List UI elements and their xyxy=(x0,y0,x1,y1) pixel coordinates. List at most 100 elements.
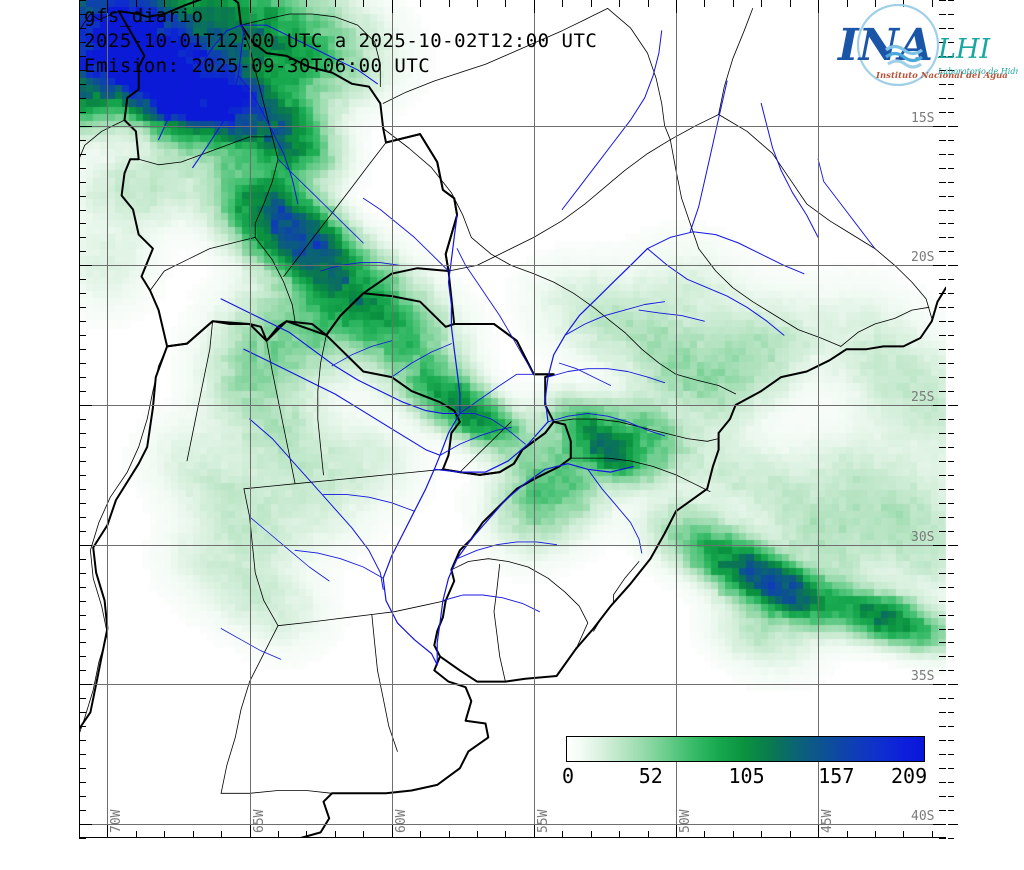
logo-lab-name: Laboratorio de Hidrologia xyxy=(937,67,1018,76)
tick-right xyxy=(939,112,946,113)
tick-left xyxy=(79,824,92,825)
river-salado xyxy=(249,418,384,590)
tick-right xyxy=(939,210,946,211)
tick-top xyxy=(335,0,336,7)
tick-left xyxy=(79,154,86,155)
tick-bottom xyxy=(164,831,165,838)
tick-right xyxy=(939,642,946,643)
border-paraguay xyxy=(325,292,555,476)
tick-bottom xyxy=(591,831,592,838)
tick-right xyxy=(939,223,946,224)
gridline-lat xyxy=(79,544,946,546)
tick-left xyxy=(79,210,86,211)
tick-right-outer xyxy=(948,810,954,811)
tick-bottom xyxy=(562,831,563,838)
tick-bottom xyxy=(847,831,848,838)
tick-right-outer xyxy=(948,321,954,322)
gridline-lon xyxy=(818,0,820,838)
precipitation-raster xyxy=(79,0,946,838)
logo-lab-acronym: LHI xyxy=(937,34,991,65)
tick-right-outer xyxy=(948,140,954,141)
colorbar-tick-label: 209 xyxy=(891,764,928,788)
tick-right-outer xyxy=(948,182,954,183)
colorbar-tick-label: 105 xyxy=(728,764,765,788)
tick-left xyxy=(79,810,86,811)
tick-left xyxy=(79,587,86,588)
tick-top xyxy=(420,0,421,7)
border-ar-rionegro xyxy=(220,790,333,794)
tick-left xyxy=(79,28,86,29)
tick-right xyxy=(939,84,946,85)
tick-top xyxy=(619,0,620,7)
tick-right-outer xyxy=(948,712,954,713)
border-sp-pr xyxy=(624,332,736,395)
gridline-lon xyxy=(391,0,393,838)
latitude-label: 25S xyxy=(911,390,935,406)
latitude-label: 30S xyxy=(911,529,935,545)
tick-left xyxy=(79,754,86,755)
tick-top xyxy=(903,0,904,7)
coastline-argentina xyxy=(299,655,490,838)
border-ar-buenosaires xyxy=(371,614,398,752)
tick-right xyxy=(939,321,946,322)
gridline-lon xyxy=(675,0,677,838)
gridline-lon xyxy=(533,0,535,838)
longitude-label: 70W xyxy=(109,809,125,833)
river-ibicui xyxy=(456,541,558,560)
tick-right-outer xyxy=(948,293,954,294)
gridline-lat xyxy=(79,684,946,686)
river-tiete xyxy=(647,248,785,336)
river-grande-bo xyxy=(237,74,299,205)
border-ar-jujuy xyxy=(186,320,213,462)
river-mamore xyxy=(192,24,245,169)
tick-bottom xyxy=(335,831,336,838)
tick-right-outer xyxy=(948,419,954,420)
river-parana-trib-n xyxy=(459,412,526,445)
tick-left xyxy=(79,84,86,85)
river-ivai xyxy=(547,368,666,384)
tick-right xyxy=(939,98,946,99)
tick-right xyxy=(933,684,946,685)
tick-left xyxy=(79,405,92,406)
tick-right-outer xyxy=(948,56,954,57)
tick-bottom xyxy=(619,831,620,838)
tick-right xyxy=(939,391,946,392)
border-ar-santafe xyxy=(277,600,447,627)
tick-right xyxy=(939,433,946,434)
tick-right-outer xyxy=(948,154,954,155)
tick-right-outer xyxy=(948,447,954,448)
river-bermejo xyxy=(243,348,441,456)
header-text-block: gfs_diario 2025-10-01T12:00 UTC a 2025-1… xyxy=(84,4,597,79)
tick-top xyxy=(790,0,791,7)
tick-right xyxy=(939,740,946,741)
river-iguazu xyxy=(547,412,666,437)
tick-right xyxy=(939,140,946,141)
gridline-lat xyxy=(79,125,946,127)
tick-bottom xyxy=(534,825,535,838)
tick-left xyxy=(79,573,86,574)
tick-right-outer xyxy=(948,573,954,574)
tick-right xyxy=(939,796,946,797)
tick-right-outer xyxy=(948,615,954,616)
tick-right-outer xyxy=(948,642,954,643)
tick-bottom xyxy=(477,831,478,838)
tick-right xyxy=(939,587,946,588)
border-pr-sc xyxy=(553,418,719,442)
tick-left xyxy=(79,629,86,630)
border-rj-mg xyxy=(840,306,930,347)
ina-logo: INA Instituto Nacional del Agua LHI Labo… xyxy=(836,3,1018,87)
tick-top xyxy=(648,0,649,7)
tick-right-outer xyxy=(948,363,954,364)
tick-right xyxy=(939,182,946,183)
tick-right-outer xyxy=(948,656,954,657)
longitude-label: 65W xyxy=(251,809,267,833)
tick-right xyxy=(939,656,946,657)
tick-left xyxy=(79,503,86,504)
lagoa-dos-patos xyxy=(593,603,614,632)
river-piquiri xyxy=(558,362,612,386)
tick-bottom xyxy=(420,831,421,838)
river-ar-trib xyxy=(323,493,415,512)
tick-right-outer xyxy=(948,684,958,685)
tick-bottom xyxy=(704,831,705,838)
